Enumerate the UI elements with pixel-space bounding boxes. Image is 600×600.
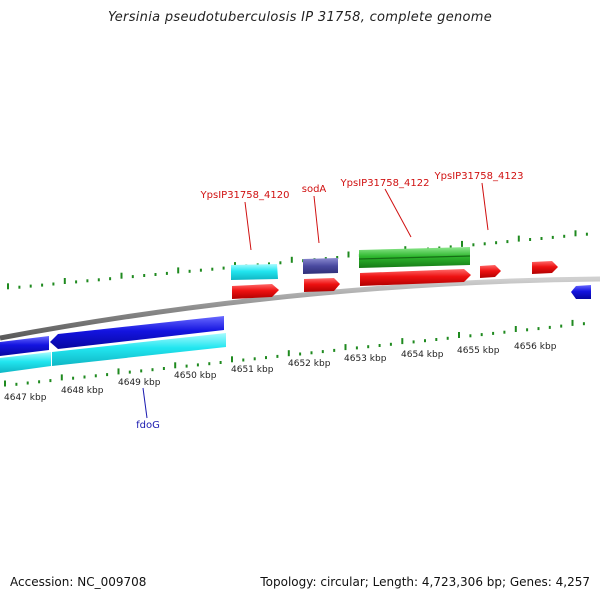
cds-feature-green-divider — [358, 255, 471, 260]
cds-arrow-red-4120 — [232, 284, 279, 299]
cds-arrow-red-4122 — [360, 269, 471, 286]
cds-feature-cyan-left — [0, 352, 51, 373]
gene-labels: YpsIP31758_4120 sodA YpsIP31758_4122 Yps… — [136, 171, 523, 431]
gene-label-ypsip31758-4123: YpsIP31758_4123 — [434, 171, 524, 182]
cds-arrow-red-soda — [304, 278, 340, 292]
cds-feature-blue-left — [0, 336, 49, 356]
scale-labels: 4647 kbp 4648 kbp 4649 kbp 4650 kbp 4651… — [4, 342, 557, 403]
footer-accession: Accession: NC_009708 — [10, 575, 147, 589]
footer-stats: Topology: circular; Length: 4,723,306 bp… — [260, 575, 590, 589]
cds-arrow-red-4123 — [480, 265, 501, 278]
cds-arrow-blue-fdog — [50, 316, 224, 349]
scale-label-4650: 4650 kbp — [174, 371, 217, 381]
leader-line-fdog — [142, 387, 148, 419]
scale-label-4653: 4653 kbp — [344, 354, 387, 364]
reverse-tick-track — [4, 319, 585, 387]
scale-label-4652: 4652 kbp — [288, 359, 331, 369]
cds-feature-cyan-4120 — [231, 264, 278, 280]
scale-label-4654: 4654 kbp — [401, 350, 444, 360]
genome-backbone — [0, 276, 600, 341]
scale-label-4648: 4648 kbp — [61, 386, 104, 396]
scale-label-4656: 4656 kbp — [514, 342, 557, 352]
cds-arrow-blue-right — [571, 285, 591, 299]
cds-feature-cyan-fdog — [52, 333, 226, 366]
cds-arrow-red-right — [532, 261, 558, 274]
map-title: Yersinia pseudotuberculosis IP 31758, co… — [107, 10, 493, 25]
leader-line-4122 — [384, 188, 412, 238]
gene-label-soda: sodA — [302, 184, 327, 195]
leader-line-4120 — [244, 201, 252, 251]
scale-label-4655: 4655 kbp — [457, 346, 500, 356]
gene-leader-lines — [142, 182, 489, 419]
scale-label-4649: 4649 kbp — [118, 378, 161, 388]
gene-label-ypsip31758-4120: YpsIP31758_4120 — [200, 190, 290, 201]
scale-label-4647: 4647 kbp — [4, 393, 47, 403]
gene-label-ypsip31758-4122: YpsIP31758_4122 — [340, 178, 430, 189]
gene-label-fdog: fdoG — [136, 420, 160, 431]
leader-line-soda — [313, 195, 320, 244]
leader-line-4123 — [481, 182, 489, 231]
cds-feature-navy-soda — [303, 258, 338, 274]
scale-label-4651: 4651 kbp — [231, 365, 274, 375]
